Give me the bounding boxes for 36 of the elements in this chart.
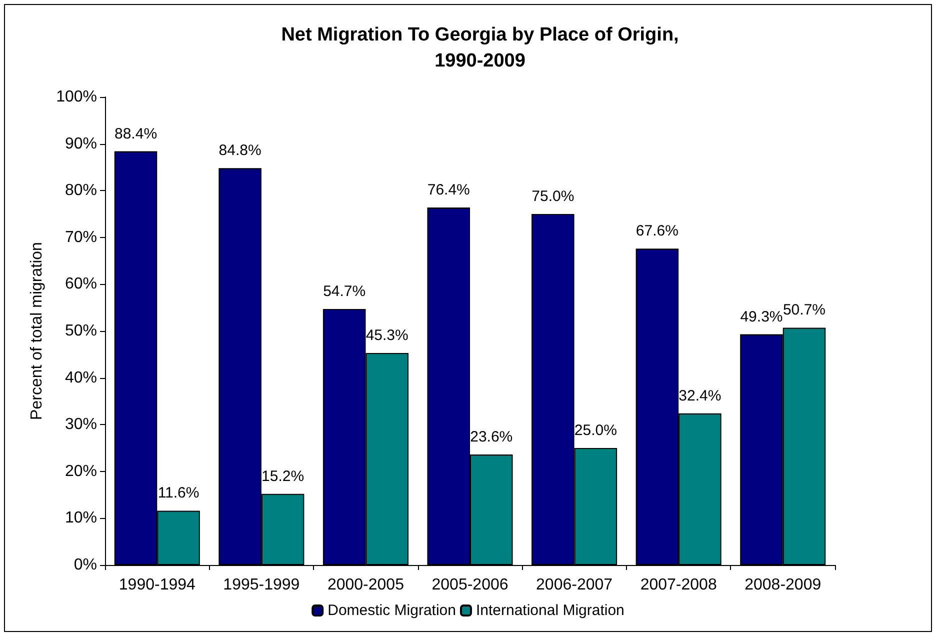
data-label: 54.7% [323, 283, 366, 300]
y-tick-label: 100% [56, 88, 97, 106]
data-label: 11.6% [158, 484, 200, 502]
data-label: 84.8% [218, 142, 262, 160]
y-tick-label: 70% [64, 228, 97, 246]
data-label: 76.4% [427, 181, 470, 198]
y-tick-label: 50% [64, 322, 97, 340]
data-label: 50.7% [782, 302, 826, 319]
x-tick-label: 2007-2008 [640, 576, 717, 594]
legend-label: International Migration [476, 602, 624, 619]
y-tick-label: 10% [64, 510, 97, 527]
x-tick-label: 1995-1999 [223, 576, 300, 594]
y-tick-label: 20% [64, 462, 97, 480]
data-label: 15.2% [262, 468, 304, 485]
y-tick-label: 90% [64, 135, 97, 152]
x-tick-label: 2000-2005 [327, 576, 404, 594]
data-label: 32.4% [678, 387, 722, 404]
data-label: 45.3% [366, 326, 408, 344]
x-tick-label: 2008-2009 [744, 576, 822, 594]
data-label: 23.6% [470, 428, 513, 446]
chart-title: Net Migration To Georgia by Place of Origin, 1990-2009 [281, 24, 679, 72]
data-label: 49.3% [740, 308, 783, 326]
legend-label: Domestic Migration [328, 602, 456, 619]
data-label: 75.0% [532, 188, 574, 205]
y-tick-label: 30% [64, 416, 97, 434]
x-tick-label: 2005-2006 [432, 576, 508, 594]
x-tick-label: 2006-2007 [536, 576, 613, 594]
data-label: 25.0% [574, 422, 617, 439]
y-tick-label: 80% [64, 182, 97, 200]
y-tick-label: 60% [64, 276, 97, 293]
data-label: 67.6% [636, 222, 678, 240]
x-tick-label: 1990-1994 [118, 576, 196, 594]
data-label: 88.4% [114, 125, 158, 142]
y-tick-label: 0% [74, 556, 97, 574]
y-tick-label: 40% [64, 369, 97, 386]
y-axis-title: Percent of total migration [28, 242, 46, 420]
